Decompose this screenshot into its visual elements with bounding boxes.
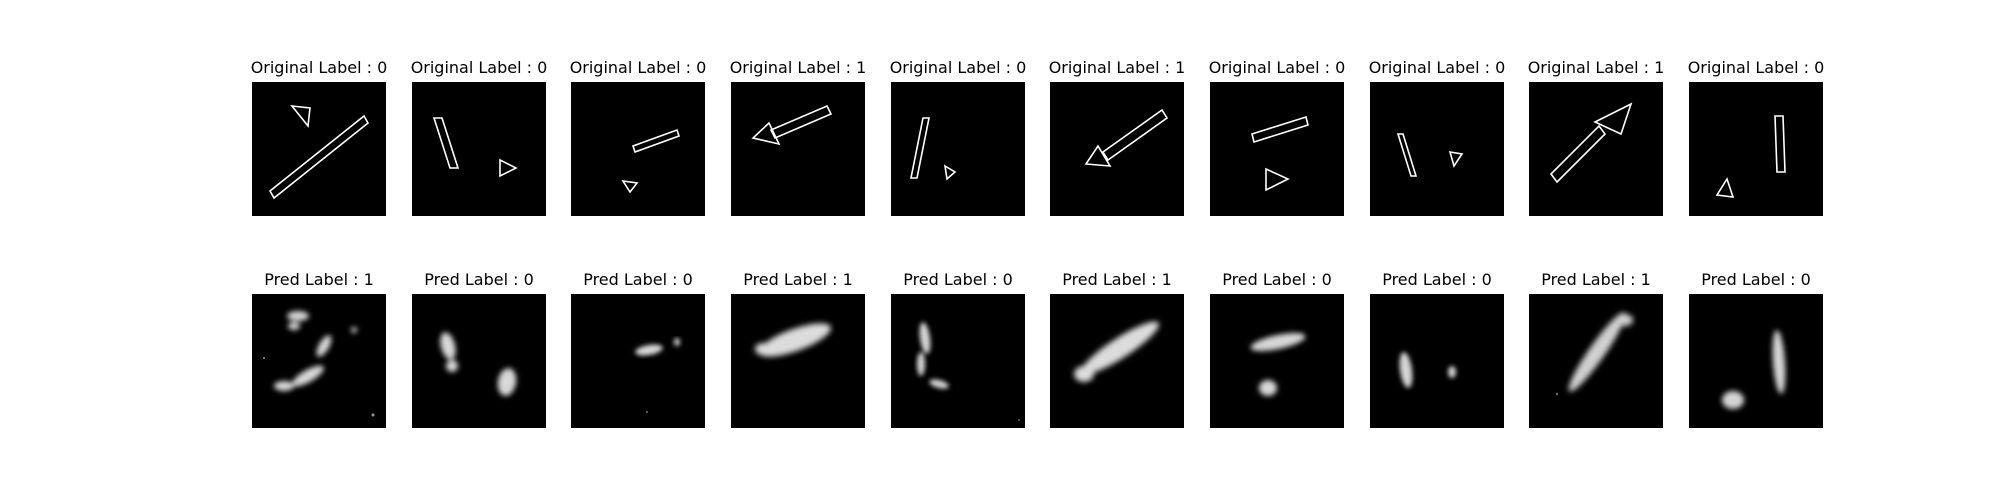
predicted-image	[1050, 294, 1184, 428]
original-image	[571, 82, 705, 216]
predicted-image	[1370, 294, 1504, 428]
predicted-image	[571, 294, 705, 428]
original-image	[252, 82, 386, 216]
original-label: Original Label : 1	[1527, 58, 1665, 77]
predicted-image	[1529, 294, 1663, 428]
original-image	[1210, 82, 1344, 216]
original-row: Original Label : 0 Original Label : 0 Or…	[0, 58, 2000, 258]
predicted-label: Pred Label : 1	[1541, 270, 1651, 289]
predicted-image	[731, 294, 865, 428]
original-label: Original Label : 1	[1048, 58, 1186, 77]
original-label: Original Label : 0	[889, 58, 1027, 77]
predicted-label: Pred Label : 1	[1062, 270, 1172, 289]
original-image	[891, 82, 1025, 216]
original-image	[1370, 82, 1504, 216]
original-image	[412, 82, 546, 216]
predicted-label: Pred Label : 0	[1382, 270, 1492, 289]
predicted-label: Pred Label : 1	[743, 270, 853, 289]
predicted-label: Pred Label : 0	[1701, 270, 1811, 289]
predicted-image	[1210, 294, 1344, 428]
original-label: Original Label : 0	[250, 58, 388, 77]
predicted-label: Pred Label : 1	[264, 270, 374, 289]
original-label: Original Label : 0	[569, 58, 707, 77]
predicted-row: Pred Label : 1 Pred Label : 0	[0, 270, 2000, 470]
predicted-image	[412, 294, 546, 428]
original-label: Original Label : 1	[729, 58, 867, 77]
predicted-label: Pred Label : 0	[424, 270, 534, 289]
original-label: Original Label : 0	[410, 58, 548, 77]
predicted-label: Pred Label : 0	[903, 270, 1013, 289]
original-label: Original Label : 0	[1208, 58, 1346, 77]
predicted-image	[252, 294, 386, 428]
predicted-label: Pred Label : 0	[583, 270, 693, 289]
original-image	[1529, 82, 1663, 216]
original-label: Original Label : 0	[1368, 58, 1506, 77]
original-image	[1689, 82, 1823, 216]
predicted-label: Pred Label : 0	[1222, 270, 1332, 289]
original-label: Original Label : 0	[1687, 58, 1825, 77]
original-image	[731, 82, 865, 216]
predicted-image	[1689, 294, 1823, 428]
original-image	[1050, 82, 1184, 216]
predicted-image	[891, 294, 1025, 428]
